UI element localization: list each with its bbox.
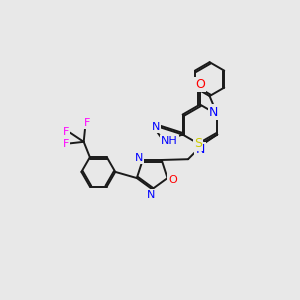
Text: N: N (152, 122, 160, 132)
Text: F: F (63, 139, 69, 149)
Text: N: N (195, 143, 205, 157)
Text: S: S (194, 136, 202, 149)
Text: F: F (63, 127, 69, 137)
Text: N: N (147, 190, 156, 200)
Text: O: O (195, 78, 205, 91)
Text: N: N (209, 106, 218, 119)
Text: N: N (135, 153, 143, 163)
Text: O: O (169, 175, 177, 184)
Text: F: F (84, 118, 90, 128)
Text: NH: NH (161, 136, 178, 146)
